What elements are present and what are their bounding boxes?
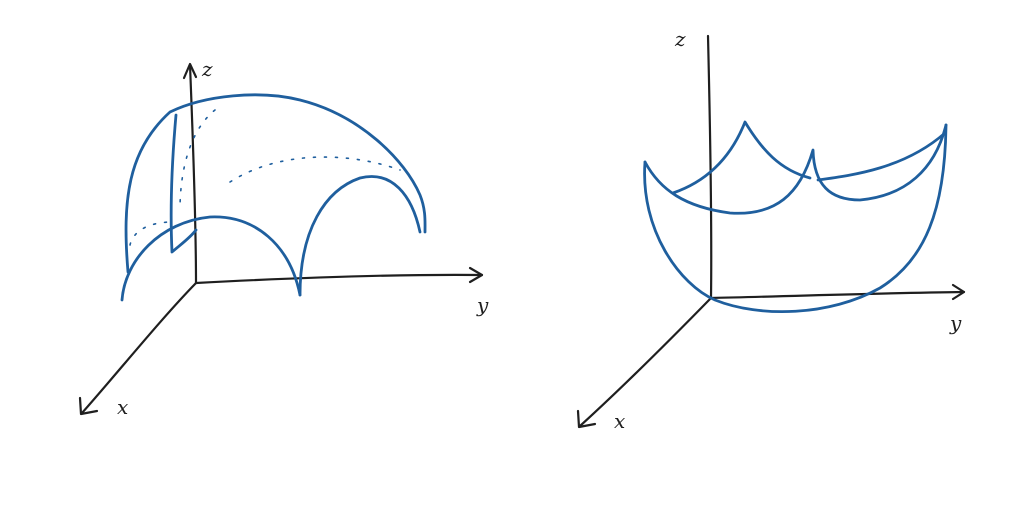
bowl-surface [643, 120, 948, 314]
right-y-label: y [949, 311, 962, 335]
dome-hidden-edge-left [179, 109, 216, 211]
left-x-label: x [117, 395, 128, 419]
left-z-axis [188, 63, 198, 285]
right-z-label: z [674, 27, 686, 51]
dome-outer-edge [124, 93, 427, 274]
left-y-arrowhead [468, 266, 484, 284]
bowl-back-rim-right [816, 131, 947, 182]
bowl-outer-shell [643, 123, 948, 314]
left-y-axis [194, 273, 484, 285]
right-sketch-bowl: z y x [576, 27, 966, 433]
right-z-axis [706, 34, 713, 300]
dome-surface [120, 93, 427, 302]
dome-front-arch-right [298, 175, 422, 297]
dome-inner-fold [169, 113, 198, 254]
right-axes: z y x [576, 27, 966, 433]
dome-front-arch-left [120, 215, 302, 302]
right-x-axis [578, 296, 713, 428]
left-z-label: z [201, 57, 213, 81]
left-x-arrowhead [78, 396, 99, 416]
left-z-arrowhead [182, 62, 198, 80]
left-sketch-dome: z y x [78, 57, 489, 419]
right-x-arrowhead [576, 409, 597, 429]
bowl-back-rim-left [671, 120, 812, 195]
right-y-axis [709, 290, 966, 300]
bowl-front-rim [643, 123, 948, 215]
left-x-axis [80, 281, 198, 415]
dome-hidden-edge-back [229, 156, 401, 183]
left-y-label: y [476, 293, 489, 317]
left-axes: z y x [78, 57, 489, 419]
right-x-label: x [614, 409, 625, 433]
right-y-arrowhead [951, 283, 966, 301]
